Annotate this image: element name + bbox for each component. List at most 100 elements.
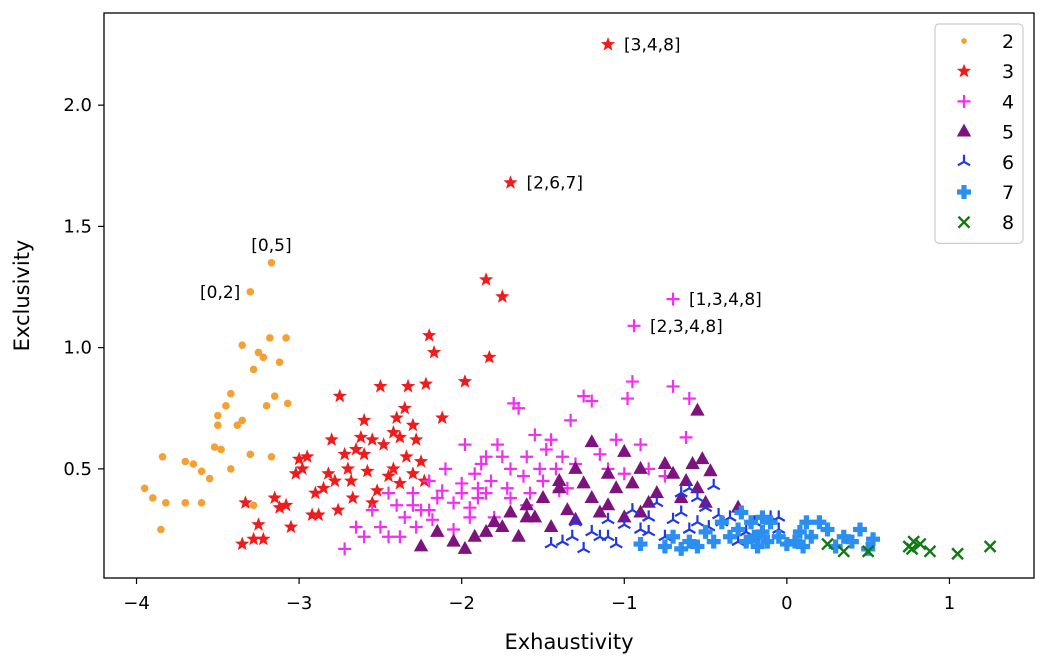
data-point	[625, 503, 640, 515]
data-point	[593, 447, 607, 461]
data-point	[467, 528, 482, 542]
data-point	[324, 432, 339, 446]
data-point	[262, 402, 271, 410]
data-point	[249, 501, 258, 510]
data-point	[511, 528, 526, 542]
data-point	[787, 534, 802, 549]
data-point	[983, 540, 997, 553]
data-point	[413, 538, 429, 552]
data-point	[373, 378, 388, 393]
data-point	[275, 358, 284, 366]
data-point	[291, 451, 307, 466]
data-point	[592, 504, 608, 518]
data-point	[657, 539, 672, 554]
data-point	[360, 463, 375, 478]
data-point	[674, 541, 689, 556]
data-point	[482, 349, 497, 364]
data-point	[197, 499, 206, 507]
data-point	[365, 432, 380, 446]
legend-entry: 2	[961, 31, 1014, 53]
data-point	[577, 389, 591, 403]
data-point	[685, 456, 700, 469]
data-point	[447, 496, 461, 510]
data-point	[422, 503, 436, 517]
y-axis-ticks: 0.5 1.0 1.5 2.0	[63, 95, 104, 480]
annotation-label: [3,4,8]	[624, 36, 681, 56]
data-point	[584, 434, 599, 448]
x-tick-label: 0	[781, 593, 792, 614]
data-point	[468, 467, 482, 481]
data-point	[478, 523, 494, 537]
data-point	[205, 474, 214, 483]
data-point	[853, 522, 868, 537]
data-point	[463, 510, 477, 524]
data-point	[642, 510, 656, 522]
data-point	[256, 531, 271, 546]
data-point	[254, 348, 263, 357]
data-point	[479, 450, 493, 464]
legend-entry: 8	[957, 212, 1014, 234]
data-point	[227, 465, 235, 473]
data-point	[555, 450, 569, 464]
legend-entry: 6	[957, 152, 1014, 174]
data-point	[792, 524, 807, 539]
series-8	[821, 535, 997, 561]
data-point	[282, 334, 290, 342]
data-point	[755, 524, 770, 539]
data-point	[435, 410, 450, 425]
data-point	[327, 473, 343, 488]
data-point	[357, 412, 372, 427]
data-point	[706, 534, 721, 549]
data-point	[316, 480, 331, 495]
legend-entry: 5	[956, 122, 1014, 144]
data-point	[698, 524, 713, 539]
x-tick-label: −1	[611, 593, 638, 614]
data-point	[438, 462, 452, 476]
data-point	[560, 502, 575, 516]
data-point	[405, 417, 421, 432]
data-point	[283, 399, 292, 408]
data-point	[474, 457, 488, 471]
data-point	[238, 341, 246, 350]
data-point	[214, 421, 222, 430]
data-point	[549, 462, 563, 476]
data-point	[140, 484, 149, 493]
legend-marker	[956, 123, 972, 137]
data-point	[866, 532, 881, 547]
annotation-label: [0,2]	[200, 283, 240, 303]
data-point	[633, 504, 648, 518]
data-point	[698, 500, 713, 513]
data-point	[779, 537, 794, 552]
data-point	[617, 443, 632, 457]
data-point	[390, 498, 404, 512]
legend-marker	[957, 94, 971, 108]
data-point	[222, 402, 230, 410]
data-point	[760, 534, 775, 549]
data-point	[674, 505, 688, 517]
data-point	[739, 534, 754, 549]
series-4	[338, 292, 696, 556]
series-2	[140, 258, 292, 534]
data-point	[490, 438, 504, 452]
data-point	[650, 495, 664, 508]
data-point	[695, 451, 710, 465]
data-point	[430, 491, 444, 505]
data-point	[679, 430, 693, 444]
data-point	[406, 486, 420, 500]
data-point	[418, 376, 434, 391]
data-point	[576, 541, 591, 554]
legend-label: 6	[1002, 152, 1014, 174]
data-point	[413, 454, 429, 468]
data-point	[349, 520, 363, 534]
data-point	[409, 520, 423, 534]
data-point	[308, 485, 323, 500]
y-tick-label: 1.5	[63, 216, 92, 237]
x-tick-label: −3	[286, 593, 313, 614]
data-point	[666, 512, 680, 525]
data-point	[634, 438, 648, 452]
data-point	[836, 529, 851, 544]
data-point	[585, 524, 599, 537]
legend-entry: 4	[957, 91, 1014, 113]
data-point	[267, 452, 276, 461]
data-point	[422, 328, 437, 342]
